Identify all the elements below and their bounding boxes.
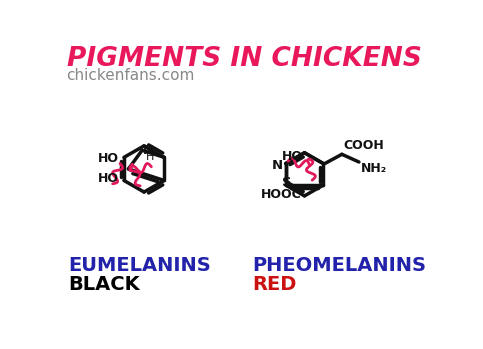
Text: N: N <box>143 144 153 157</box>
Text: HO: HO <box>98 172 119 185</box>
Text: HO: HO <box>282 150 303 163</box>
Text: chickenfans.com: chickenfans.com <box>67 68 195 83</box>
Text: EUMELANINS: EUMELANINS <box>68 256 211 275</box>
Text: COOH: COOH <box>343 139 384 151</box>
Text: H: H <box>146 152 154 162</box>
Text: HO: HO <box>98 153 119 165</box>
Text: BLACK: BLACK <box>68 275 140 294</box>
Text: HOOC: HOOC <box>261 188 301 201</box>
Text: NH₂: NH₂ <box>361 162 387 174</box>
Text: S: S <box>283 176 292 189</box>
Text: N: N <box>271 158 283 172</box>
Text: PIGMENTS IN CHICKENS: PIGMENTS IN CHICKENS <box>67 46 422 72</box>
Text: PHEOMELANINS: PHEOMELANINS <box>253 256 426 275</box>
Text: RED: RED <box>253 275 297 294</box>
